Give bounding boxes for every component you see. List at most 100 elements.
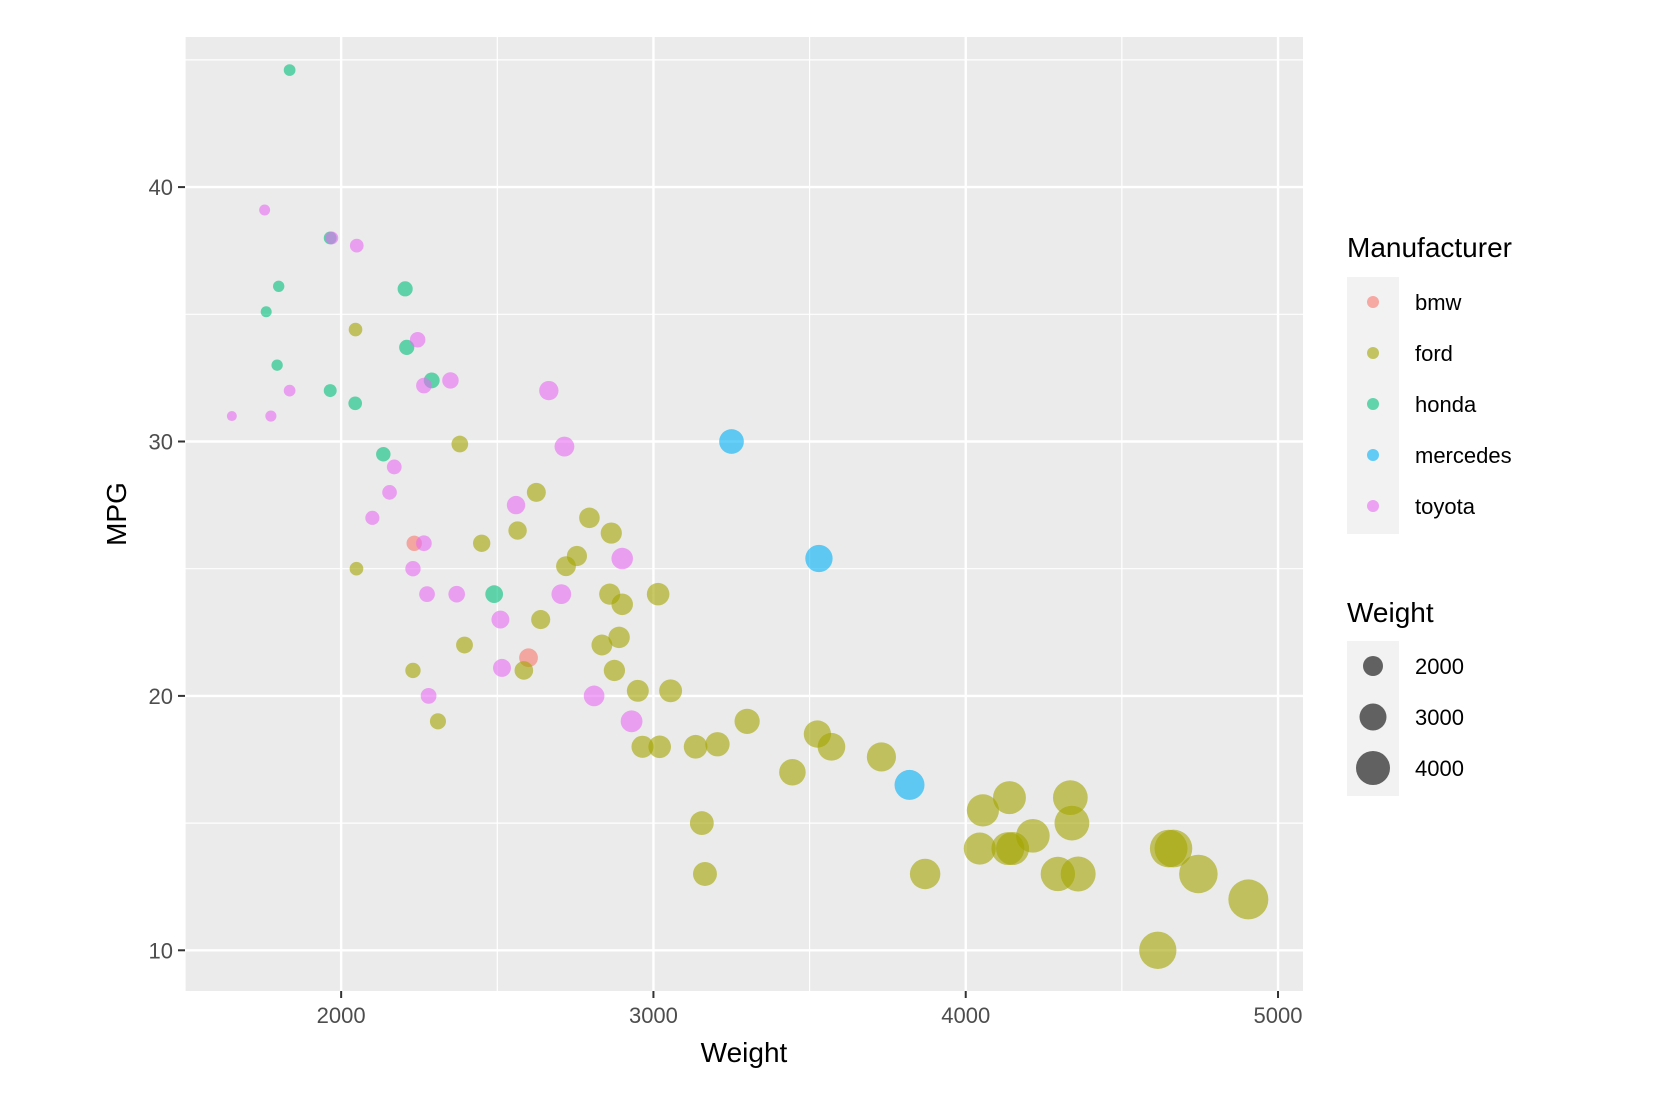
data-point-toyota [405, 561, 421, 577]
data-point-ford [683, 734, 708, 759]
data-point-mercedes [719, 429, 744, 454]
data-point-ford [514, 661, 534, 680]
x-tick-label: 4000 [941, 1003, 990, 1028]
data-point-ford [659, 679, 683, 703]
data-point-ford [451, 435, 469, 453]
data-point-ford [531, 610, 551, 630]
y-tick-label: 40 [149, 175, 173, 200]
data-point-ford [566, 545, 588, 567]
data-point-honda [399, 339, 415, 355]
data-point-toyota [226, 411, 237, 422]
data-point-ford [705, 732, 730, 757]
plot-panel [185, 37, 1303, 991]
data-point-toyota [409, 331, 426, 348]
data-point-ford [689, 811, 714, 836]
data-point-toyota [420, 687, 437, 704]
legend-key-toyota [1367, 500, 1379, 512]
data-point-toyota [386, 459, 402, 475]
data-point-ford [1054, 805, 1090, 841]
data-point-ford [817, 732, 846, 761]
data-point-ford [348, 322, 363, 337]
major-gridlines [185, 37, 1303, 991]
data-point-toyota [265, 410, 277, 422]
y-axis-title: MPG [101, 482, 132, 546]
data-point-toyota [554, 436, 575, 457]
data-point-ford [456, 636, 473, 654]
legend-key-ford [1367, 347, 1379, 359]
data-point-toyota [492, 658, 511, 677]
data-point-toyota [539, 380, 559, 401]
y-tick-label: 30 [149, 429, 173, 454]
data-point-toyota [283, 384, 296, 397]
data-point-toyota [491, 610, 510, 629]
data-point-ford [472, 534, 491, 552]
data-point-honda [260, 306, 272, 318]
data-point-toyota [506, 495, 526, 515]
data-point-ford [648, 735, 671, 759]
data-point-honda [348, 396, 363, 411]
data-point-ford [579, 507, 600, 529]
legend-key-honda [1367, 398, 1379, 410]
x-tick-label: 5000 [1254, 1003, 1303, 1028]
data-point-ford [526, 482, 546, 502]
data-point-toyota [259, 204, 271, 216]
data-point-toyota [620, 710, 643, 733]
size-legend-label-4000: 4000 [1415, 756, 1464, 781]
data-point-ford [692, 861, 717, 886]
data-point-toyota [611, 547, 633, 570]
data-point-honda [376, 446, 391, 462]
y-tick-label: 20 [149, 684, 173, 709]
data-point-ford [1052, 780, 1088, 816]
data-point-honda [485, 585, 504, 604]
data-point-toyota [442, 372, 459, 389]
data-point-ford [405, 662, 421, 679]
data-point-honda [271, 359, 283, 371]
data-point-honda [323, 384, 337, 398]
data-point-toyota [416, 535, 432, 552]
data-point-mercedes [894, 769, 925, 800]
data-points [226, 64, 1269, 969]
data-point-ford [1060, 856, 1096, 892]
data-point-toyota [583, 685, 605, 707]
data-point-ford [992, 781, 1026, 815]
axes: 2000 3000 4000 5000 10 20 30 40 [149, 175, 1303, 1028]
data-point-ford [1016, 818, 1050, 853]
data-point-ford [779, 758, 806, 786]
data-point-ford [631, 735, 654, 758]
data-point-ford [866, 742, 896, 772]
data-point-honda [397, 281, 413, 297]
size-legend-label-2000: 2000 [1415, 654, 1464, 679]
data-point-ford [508, 521, 527, 540]
legend: Manufacturer bmw ford honda mercedes toyota We… [1347, 232, 1512, 796]
x-axis-title: Weight [701, 1037, 788, 1068]
data-point-ford [1139, 931, 1177, 969]
y-tick-label: 10 [149, 938, 173, 963]
legend-label-mercedes: mercedes [1415, 443, 1512, 468]
size-legend-key-2000 [1363, 656, 1383, 676]
data-point-ford [349, 561, 364, 576]
legend-label-toyota: toyota [1415, 494, 1476, 519]
data-point-ford [1228, 879, 1269, 920]
color-legend-title: Manufacturer [1347, 232, 1512, 263]
data-point-toyota [416, 377, 432, 394]
data-point-toyota [349, 238, 364, 253]
data-point-toyota [551, 584, 572, 604]
data-point-ford [611, 593, 633, 616]
legend-label-bmw: bmw [1415, 290, 1462, 315]
legend-label-ford: ford [1415, 341, 1453, 366]
data-point-ford [909, 858, 941, 890]
data-point-ford [603, 659, 626, 682]
x-tick-label: 3000 [629, 1003, 678, 1028]
data-point-ford [734, 708, 760, 734]
legend-label-honda: honda [1415, 392, 1477, 417]
minor-gridlines [184, 37, 1303, 991]
data-point-toyota [325, 231, 339, 245]
data-point-honda [272, 280, 285, 293]
data-point-toyota [365, 510, 380, 525]
data-point-ford [600, 522, 622, 544]
legend-key-bmw [1367, 296, 1379, 308]
data-point-ford [1154, 829, 1193, 868]
data-point-ford [963, 832, 996, 865]
